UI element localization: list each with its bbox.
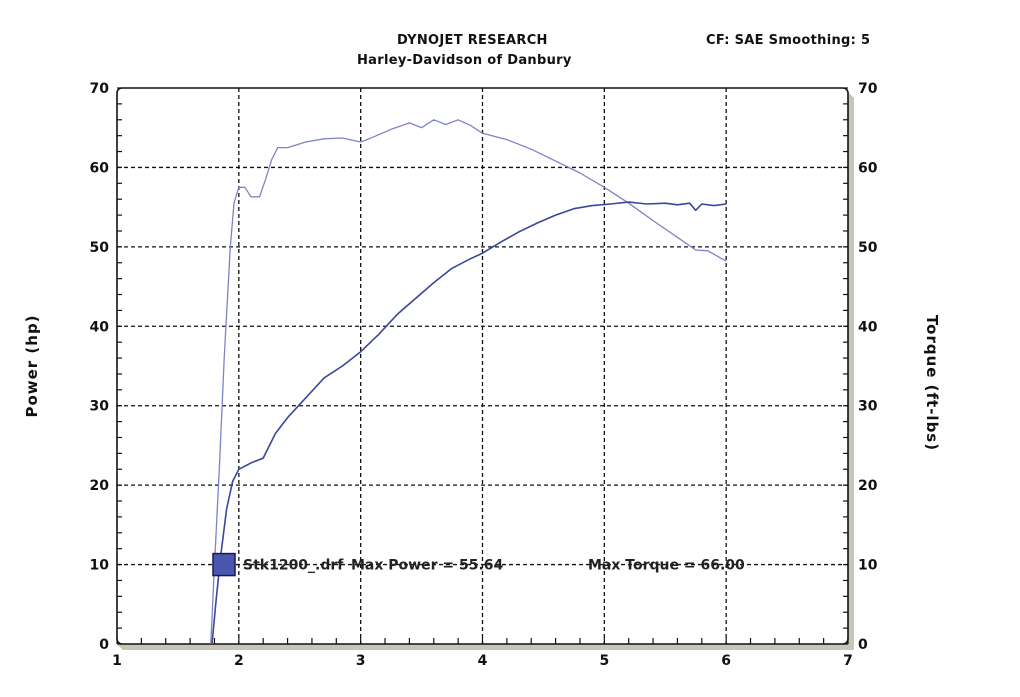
- left-tick-label: 50: [90, 240, 110, 256]
- legend-max-power: Max Power = 55.64: [351, 558, 504, 574]
- right-tick-label: 30: [858, 399, 878, 415]
- chart-subtitle: Harley-Davidson of Danbury: [357, 53, 572, 68]
- grid-lines: [117, 88, 848, 644]
- legend-swatch: [212, 552, 236, 577]
- x-tick-label: 5: [599, 653, 609, 669]
- right-tick-label: 10: [858, 558, 878, 574]
- x-tick-label: 2: [234, 653, 244, 669]
- right-tick-label: 50: [858, 240, 878, 256]
- left-tick-label: 10: [90, 558, 110, 574]
- right-tick-label: 60: [858, 160, 878, 176]
- left-tick-label: 0: [99, 637, 109, 653]
- right-tick-label: 20: [858, 478, 878, 494]
- right-tick-label: 0: [858, 637, 868, 653]
- x-tick-label: 7: [843, 653, 853, 669]
- data-series: [210, 119, 727, 645]
- power-curve: [211, 201, 727, 645]
- chart-title: DYNOJET RESEARCH: [397, 33, 548, 48]
- left-tick-label: 30: [90, 399, 110, 415]
- right-tick-label: 70: [858, 81, 878, 97]
- x-tick-label: 6: [721, 653, 731, 669]
- left-tick-label: 40: [90, 319, 110, 335]
- x-tick-label: 4: [478, 653, 488, 669]
- left-tick-label: 60: [90, 160, 110, 176]
- legend-run-name: Stk1200_.drf: [243, 558, 344, 574]
- correction-factor-info: CF: SAE Smoothing: 5: [706, 33, 871, 48]
- torque-curve: [210, 119, 727, 645]
- left-tick-label: 70: [90, 81, 110, 97]
- left-tick-label: 20: [90, 478, 110, 494]
- tick-labels: 0 10 20 30 40 50 60 70 0 10 20 30 40 50 60 70 1 2 3 4 5 6 7: [90, 81, 878, 669]
- x-tick-label: 1: [112, 653, 122, 669]
- axis-ticks: [116, 87, 849, 645]
- legend: Stk1200_.drf Max Power = 55.64 Max Torqu…: [212, 552, 745, 577]
- x-tick-label: 3: [356, 653, 366, 669]
- legend-max-torque: Max Torque = 66.00: [588, 558, 745, 574]
- right-tick-label: 40: [858, 319, 878, 335]
